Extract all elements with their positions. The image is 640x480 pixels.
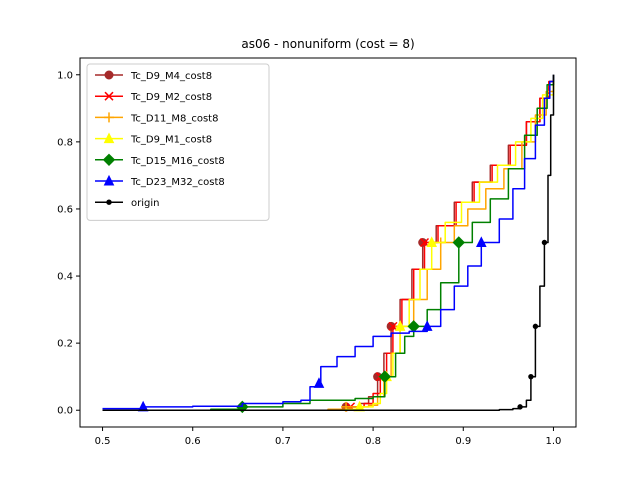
legend-marker — [104, 70, 114, 80]
data-point — [452, 236, 465, 249]
data-point — [378, 370, 392, 383]
legend-marker — [104, 91, 114, 101]
series-Tc_D23_M32_cost8 — [102, 74, 555, 412]
y-axis: 0.0 0.2 0.4 0.6 0.8 1.0 — [57, 70, 80, 417]
data-point — [419, 237, 430, 248]
series-origin — [102, 74, 555, 411]
x-tick-label: 0.9 — [455, 436, 471, 447]
plot-area — [102, 74, 555, 414]
data-point — [394, 320, 406, 331]
x-tick-label: 1.0 — [546, 436, 562, 447]
y-tick-label: 0.2 — [57, 339, 73, 350]
x-axis: 0.5 0.6 0.7 0.8 0.9 1.0 — [95, 427, 562, 447]
legend-label: Tc_D9_M2_cost8 — [130, 92, 212, 103]
legend-marker — [103, 174, 115, 186]
legend-box — [86, 63, 270, 221]
y-tick-label: 0.4 — [57, 272, 73, 283]
legend-label: Tc_D15_M16_cost8 — [130, 156, 225, 167]
y-tick-label: 0.6 — [57, 204, 73, 215]
series-line — [102, 74, 555, 411]
legend-marker — [104, 112, 114, 123]
legend-label: Tc_D23_M32_cost8 — [130, 177, 225, 188]
x-tick-label: 0.5 — [95, 436, 111, 447]
y-tick-label: 0.0 — [57, 406, 73, 417]
legend-item: Tc_D15_M16_cost8 — [95, 153, 225, 167]
legend-marker — [102, 153, 116, 167]
data-point — [517, 404, 523, 410]
chart-title: as06 - nonuniform (cost = 8) — [241, 37, 414, 51]
y-tick-label: 0.8 — [57, 137, 73, 148]
marker-stroke — [419, 237, 430, 248]
legend-marker — [103, 132, 115, 144]
x-tick-label: 0.7 — [275, 436, 291, 447]
legend-label: Tc_D11_M8_cost8 — [130, 113, 218, 124]
marker-stroke — [388, 321, 398, 331]
legend: Tc_D9_M4_cost8 Tc_D9_M2_cost8 Tc_D11_M8_co… — [86, 63, 270, 221]
legend-item: Tc_D11_M8_cost8 — [95, 112, 218, 124]
x-tick-label: 0.8 — [365, 436, 381, 447]
data-point — [528, 373, 534, 380]
legend-item: Tc_D9_M1_cost8 — [95, 132, 212, 146]
data-point — [532, 323, 539, 330]
legend-marker — [106, 199, 112, 205]
data-point — [388, 321, 398, 331]
data-point — [476, 236, 487, 247]
legend-item: Tc_D9_M2_cost8 — [95, 91, 212, 103]
axes-frame — [79, 57, 577, 428]
y-tick-label: 1.0 — [57, 70, 73, 81]
legend-item: origin — [95, 198, 159, 209]
marker-stroke — [104, 91, 114, 101]
legend-item: Tc_D23_M32_cost8 — [95, 174, 225, 188]
legend-label: Tc_D9_M1_cost8 — [130, 135, 212, 146]
data-point — [426, 236, 438, 247]
legend-item: Tc_D9_M4_cost8 — [95, 70, 212, 82]
legend-label: origin — [131, 198, 159, 209]
data-point — [541, 239, 548, 246]
data-point — [421, 320, 433, 331]
x-tick-label: 0.6 — [185, 436, 201, 447]
legend-label: Tc_D9_M4_cost8 — [130, 71, 212, 82]
series-line — [102, 74, 555, 410]
data-point — [313, 377, 325, 388]
